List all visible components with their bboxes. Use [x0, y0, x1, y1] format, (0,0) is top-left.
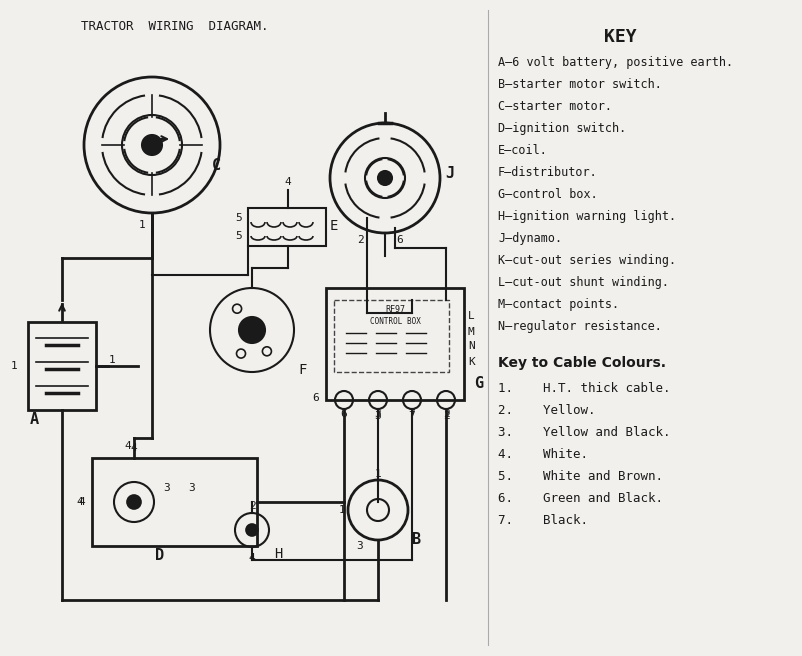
Text: E—coil.: E—coil. — [498, 144, 548, 157]
Text: E: E — [330, 219, 338, 233]
Text: 2: 2 — [443, 409, 449, 419]
Text: C—starter motor.: C—starter motor. — [498, 100, 612, 113]
Text: D: D — [156, 548, 164, 564]
Text: 3: 3 — [375, 409, 382, 419]
Text: A: A — [30, 413, 39, 428]
Circle shape — [127, 495, 141, 509]
Text: B: B — [411, 533, 420, 548]
Text: M—contact points.: M—contact points. — [498, 298, 619, 311]
Text: G: G — [474, 375, 483, 390]
Text: 5: 5 — [235, 213, 242, 223]
Text: 1.    H.T. thick cable.: 1. H.T. thick cable. — [498, 382, 670, 395]
Text: H—ignition warning light.: H—ignition warning light. — [498, 210, 676, 223]
Text: 2: 2 — [443, 411, 449, 421]
Circle shape — [378, 171, 392, 185]
Circle shape — [239, 317, 265, 343]
Circle shape — [142, 135, 162, 155]
Text: TRACTOR  WIRING  DIAGRAM.: TRACTOR WIRING DIAGRAM. — [81, 20, 269, 33]
Text: 5.    White and Brown.: 5. White and Brown. — [498, 470, 663, 483]
Text: C: C — [212, 157, 221, 173]
Text: 7: 7 — [409, 411, 415, 421]
Text: RF97: RF97 — [385, 306, 405, 314]
Text: 7.    Black.: 7. Black. — [498, 514, 588, 527]
Bar — [28, 322, 96, 410]
Text: Key to Cable Colours.: Key to Cable Colours. — [498, 356, 666, 370]
Bar — [334, 300, 449, 372]
Text: 4: 4 — [249, 553, 255, 563]
Text: 5: 5 — [235, 231, 242, 241]
Bar — [248, 208, 326, 246]
Text: 6.    Green and Black.: 6. Green and Black. — [498, 492, 663, 505]
Text: M: M — [468, 327, 475, 337]
Text: B—starter motor switch.: B—starter motor switch. — [498, 78, 662, 91]
Text: 3: 3 — [188, 483, 196, 493]
Text: K—cut-out series winding.: K—cut-out series winding. — [498, 254, 676, 267]
Text: D—ignition switch.: D—ignition switch. — [498, 122, 626, 135]
Text: 3: 3 — [164, 483, 170, 493]
Bar — [92, 458, 257, 546]
Text: J—dynamo.: J—dynamo. — [498, 232, 562, 245]
Text: G—control box.: G—control box. — [498, 188, 597, 201]
Text: H: H — [274, 547, 282, 561]
Text: L: L — [468, 311, 475, 321]
Text: 1: 1 — [375, 469, 382, 479]
Text: 4: 4 — [79, 497, 85, 507]
Text: 6: 6 — [313, 393, 319, 403]
Text: 2.    Yellow.: 2. Yellow. — [498, 404, 596, 417]
Text: F: F — [298, 363, 306, 377]
Text: 4: 4 — [77, 497, 83, 507]
Text: 6: 6 — [397, 235, 403, 245]
Text: 3: 3 — [357, 541, 363, 551]
Text: L—cut-out shunt winding.: L—cut-out shunt winding. — [498, 276, 669, 289]
Text: A—6 volt battery, positive earth.: A—6 volt battery, positive earth. — [498, 56, 733, 69]
Text: 4: 4 — [285, 177, 291, 187]
Text: J: J — [445, 165, 454, 180]
Text: 4: 4 — [131, 443, 137, 453]
Text: N: N — [468, 341, 475, 351]
Text: 6: 6 — [341, 409, 347, 419]
Text: 1: 1 — [108, 355, 115, 365]
Text: N—regulator resistance.: N—regulator resistance. — [498, 320, 662, 333]
Text: 3: 3 — [375, 411, 382, 421]
Text: 2: 2 — [357, 235, 363, 245]
Text: 1: 1 — [10, 361, 18, 371]
Bar — [326, 288, 464, 400]
Text: 4.    White.: 4. White. — [498, 448, 588, 461]
Text: F—distributor.: F—distributor. — [498, 166, 597, 179]
Text: 4: 4 — [124, 441, 132, 451]
Circle shape — [246, 524, 258, 536]
Text: 7: 7 — [409, 409, 415, 419]
Text: 3.    Yellow and Black.: 3. Yellow and Black. — [498, 426, 670, 439]
Text: 1: 1 — [139, 220, 145, 230]
Text: 2: 2 — [249, 501, 255, 511]
Text: K: K — [468, 357, 475, 367]
Text: KEY: KEY — [604, 28, 636, 46]
Text: CONTROL BOX: CONTROL BOX — [370, 316, 420, 325]
Text: 1: 1 — [338, 505, 346, 515]
